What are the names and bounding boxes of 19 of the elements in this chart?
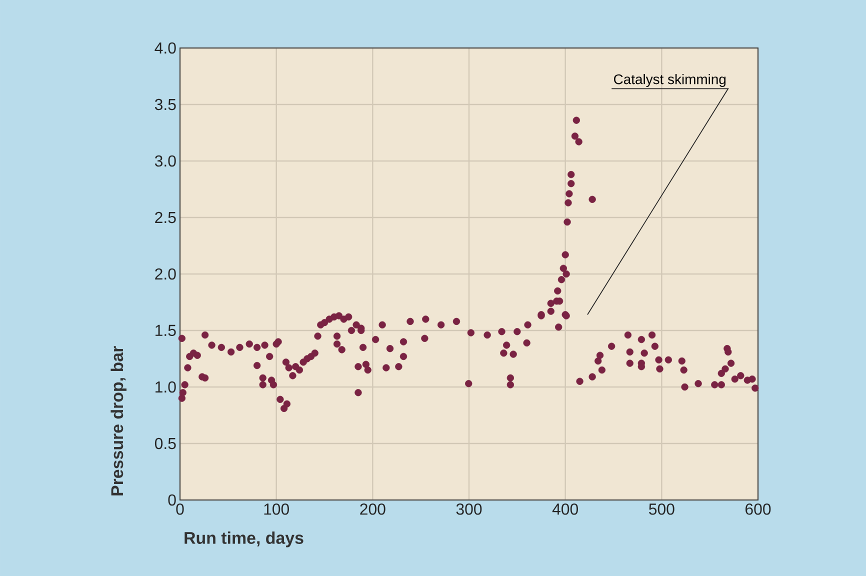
y-tick-label: 0 <box>168 494 176 506</box>
y-tick-label: 0.5 <box>154 438 176 450</box>
y-tick-label: 2.5 <box>155 212 176 224</box>
y-axis-title: Pressure drop, bar <box>110 346 126 496</box>
x-tick-label: 300 <box>456 504 482 515</box>
y-tick-label: 2.0 <box>155 268 176 280</box>
y-tick-label: 4.0 <box>154 42 176 54</box>
x-tick-label: 200 <box>360 504 386 515</box>
x-tick-label: 100 <box>264 504 289 515</box>
x-tick-label: 400 <box>552 504 578 515</box>
x-tick-label: 600 <box>746 504 771 515</box>
annotation: Catalyst skimming <box>614 74 726 87</box>
y-tick-label: 1.5 <box>156 324 176 336</box>
x-axis-title: Run time, days <box>184 532 304 548</box>
y-tick-label: 1.0 <box>156 381 176 393</box>
x-tick-label: 500 <box>649 504 674 515</box>
y-tick-label: 3.0 <box>154 155 176 167</box>
y-tick-label: 3.5 <box>154 98 176 110</box>
x-tick-label: 0 <box>176 504 184 515</box>
